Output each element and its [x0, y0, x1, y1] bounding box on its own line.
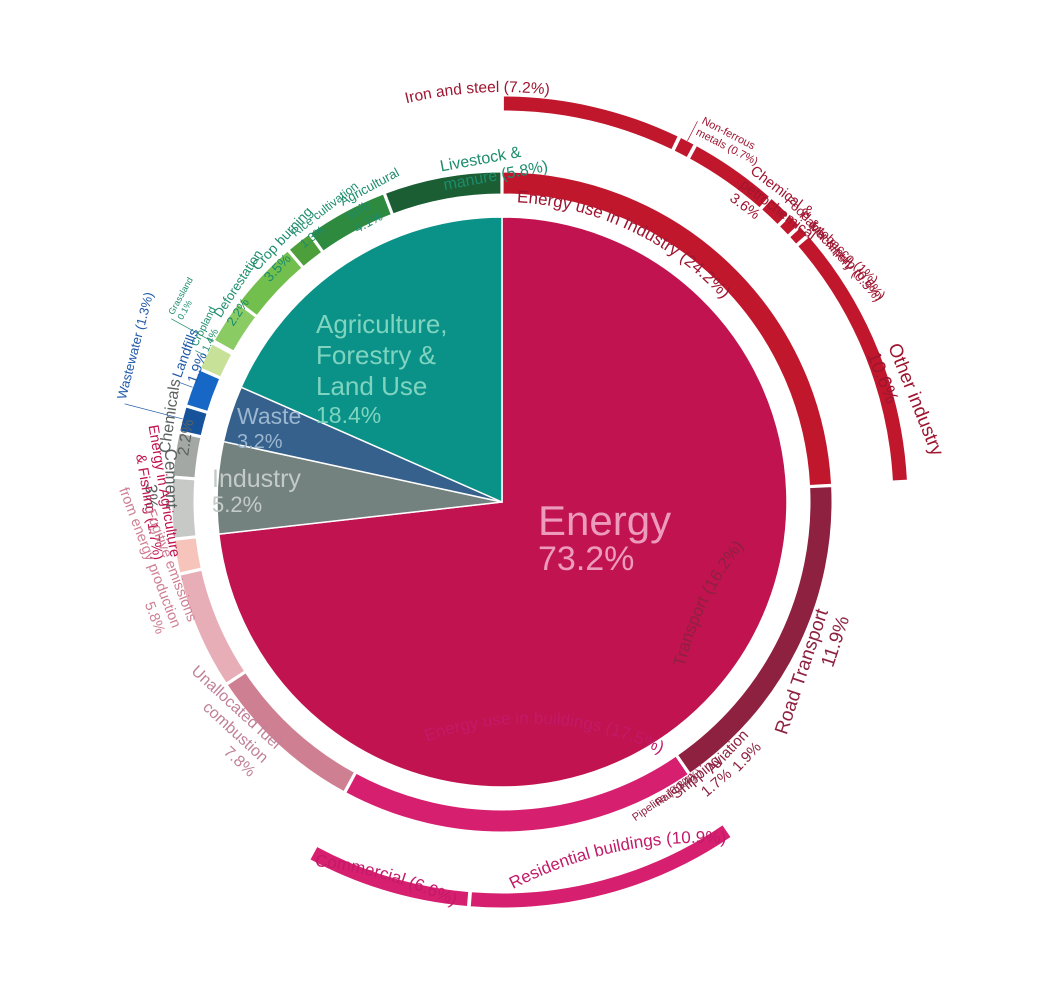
- svg-text:Land Use: Land Use: [316, 371, 427, 401]
- svg-text:Agriculture,: Agriculture,: [316, 309, 448, 339]
- svg-text:Waste: Waste: [237, 403, 301, 429]
- svg-text:18.4%: 18.4%: [316, 402, 381, 428]
- svg-text:73.2%: 73.2%: [538, 540, 634, 578]
- svg-text:Energy: Energy: [538, 497, 671, 544]
- svg-text:Industry: Industry: [212, 465, 301, 493]
- svg-text:5.2%: 5.2%: [212, 492, 262, 517]
- svg-text:Forestry &: Forestry &: [316, 340, 436, 370]
- svg-text:3.2%: 3.2%: [237, 431, 283, 453]
